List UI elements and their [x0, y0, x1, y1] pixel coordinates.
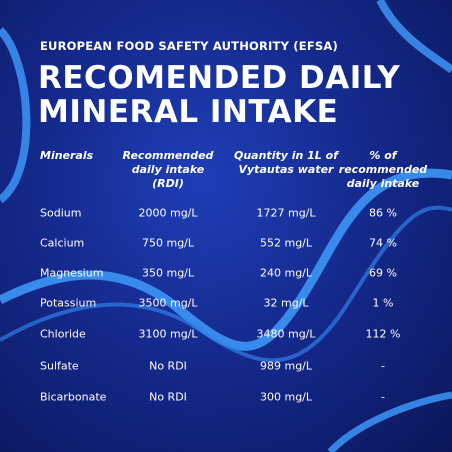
mineral-name: Magnesium [40, 266, 104, 280]
mineral-name: Calcium [40, 236, 85, 250]
table-cell: 350 mg/L [141, 266, 195, 280]
table-cell: 112 % [365, 327, 401, 341]
table-cell: 86 % [369, 206, 397, 220]
table-cell: 552 mg/L [259, 236, 313, 250]
table-cell: - [381, 390, 385, 404]
column-header: Recommended daily intake (RDI) [122, 149, 214, 190]
table-cell: 989 mg/L [259, 359, 313, 373]
column-header: % of recommended daily intake [338, 149, 428, 190]
table-cell: 3500 mg/L [138, 296, 198, 310]
mineral-name: Potassium [40, 296, 97, 310]
mineral-name: Sulfate [40, 359, 79, 373]
table-cell: No RDI [149, 390, 187, 404]
table-cell: No RDI [149, 359, 187, 373]
table-cell: 1727 mg/L [256, 206, 316, 220]
table-cell: 3480 mg/L [256, 327, 316, 341]
table-cell: - [381, 359, 385, 373]
mineral-name: Bicarbonate [40, 390, 107, 404]
column-header: Quantity in 1L of Vytautas water [234, 149, 338, 176]
table-cell: 240 mg/L [259, 266, 313, 280]
table-cell: 69 % [369, 266, 397, 280]
column-header: Minerals [40, 149, 94, 162]
title-line: MINERAL INTAKE [38, 94, 339, 130]
table-cell: 3100 mg/L [138, 327, 198, 341]
table-cell: 2000 mg/L [138, 206, 198, 220]
mineral-name: Sodium [40, 206, 82, 220]
mineral-name: Chloride [40, 327, 86, 341]
table-cell: 1 % [372, 296, 394, 310]
title-line: RECOMENDED DAILY [38, 60, 401, 96]
table-cell: 32 mg/L [263, 296, 309, 310]
table-cell: 300 mg/L [259, 390, 313, 404]
table-cell: 750 mg/L [141, 236, 195, 250]
table-cell: 74 % [369, 236, 397, 250]
subtitle: EUROPEAN FOOD SAFETY AUTHORITY (EFSA) [40, 39, 338, 53]
